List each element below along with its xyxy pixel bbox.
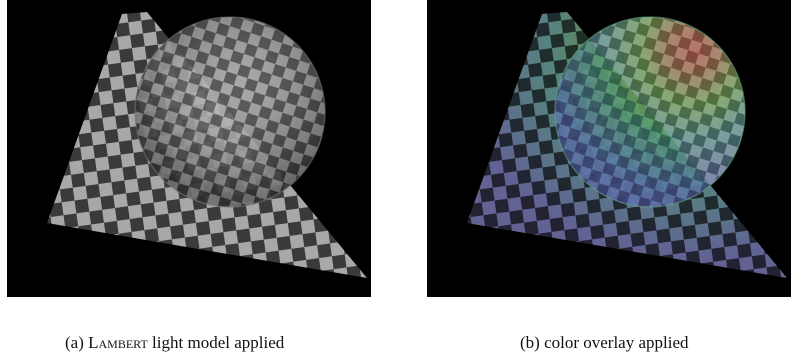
caption-b-text: (b) color overlay applied — [520, 333, 689, 352]
caption-a: (a) Lambert light model applied — [65, 333, 284, 353]
image-panel-b — [427, 0, 791, 297]
image-panel-a — [7, 0, 371, 297]
lambert-rendered-image — [47, 12, 367, 278]
caption-a-prefix: (a) — [65, 333, 89, 352]
caption-a-rest: light model applied — [147, 333, 285, 352]
caption-a-model-name: Lambert — [88, 333, 148, 352]
sphere-overlay — [555, 17, 745, 207]
sphere-shading — [135, 17, 325, 207]
color-overlay-image — [467, 12, 787, 278]
caption-b: (b) color overlay applied — [520, 333, 689, 353]
